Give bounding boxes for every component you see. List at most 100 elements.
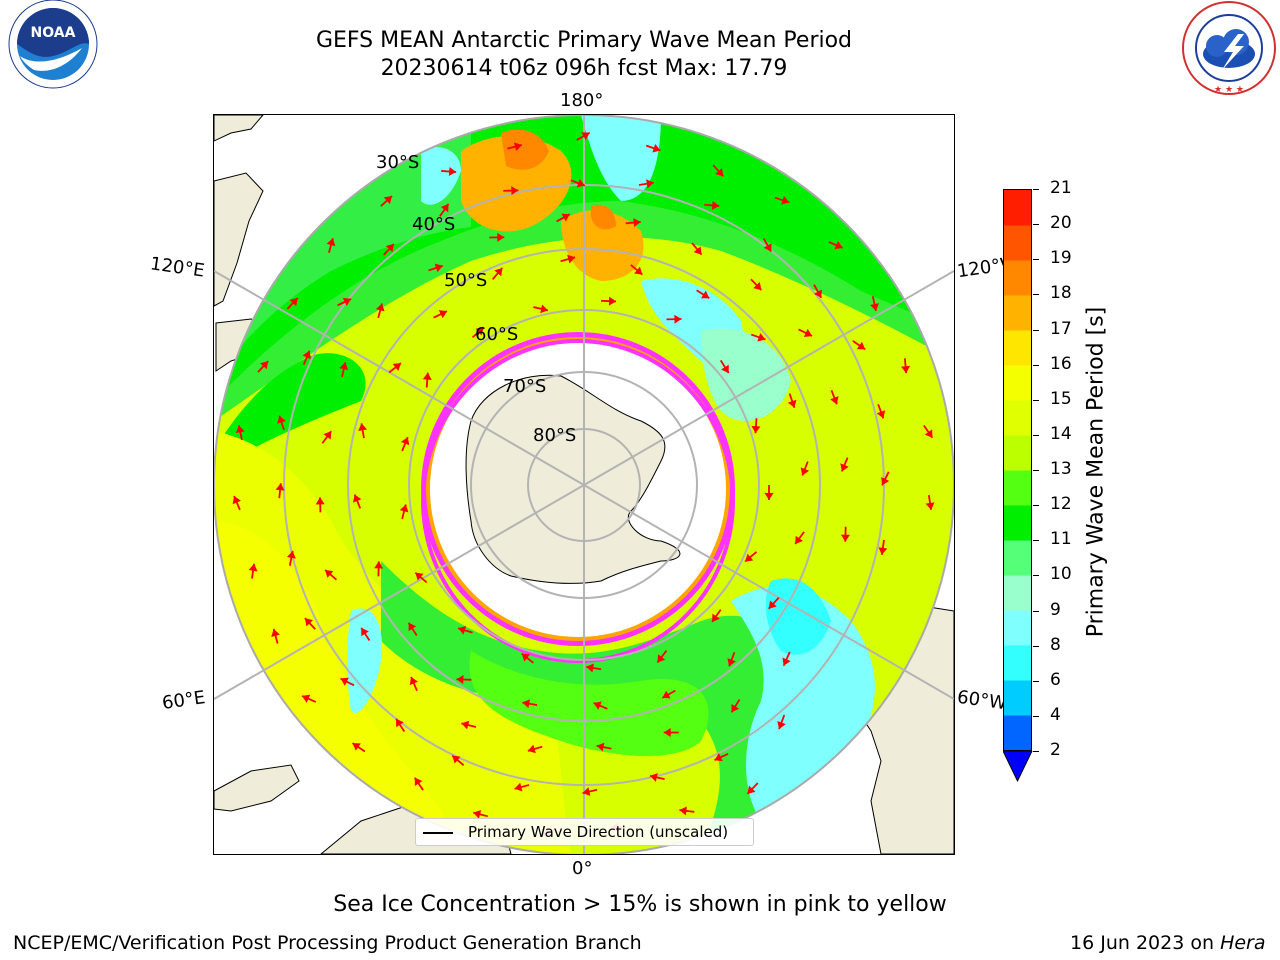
credit-text: NCEP/EMC/Verification Post Processing Pr… (13, 932, 642, 954)
colorbar-tick (1033, 399, 1039, 401)
lon-label-0: 0° (572, 858, 593, 879)
wave-arrow-head (712, 613, 720, 622)
wave-arrow-head (414, 777, 423, 786)
wave-arrow-head (521, 653, 530, 662)
wave-arrow-head (763, 243, 772, 252)
colorbar-tick (1033, 751, 1039, 752)
colorbar-tick (1033, 434, 1039, 436)
colorbar-tick-label: 18 (1050, 283, 1072, 304)
date-text: 16 Jun 2023 on (1070, 932, 1215, 954)
legend-label: Primary Wave Direction (unscaled) (468, 823, 729, 841)
wave-arrow-head (497, 232, 505, 242)
colorbar-tick (1033, 505, 1039, 507)
wave-arrow-head (663, 728, 671, 738)
wave-arrow-head (438, 310, 448, 319)
wave-arrow-head (747, 785, 756, 794)
lon-label-120e: 120°E (148, 253, 206, 282)
colorbar-tick-label: 19 (1050, 248, 1072, 269)
wave-arrow-head (473, 809, 482, 819)
colorbar-tick-label: 4 (1050, 704, 1061, 725)
colorbar-tick-label: 11 (1050, 529, 1072, 550)
colorbar-swatch (1004, 435, 1031, 471)
wave-arrow-head (727, 658, 736, 667)
wave-arrow-head (448, 167, 457, 177)
colorbar-tick-label: 17 (1050, 318, 1072, 339)
wave-arrow-head (901, 365, 911, 374)
wave-arrow-head (422, 372, 432, 380)
wave-arrow-head (652, 143, 661, 153)
wave-arrow-head (608, 296, 617, 306)
colorbar-swatch (1004, 610, 1031, 646)
colorbar (1003, 189, 1032, 751)
map-legend: Primary Wave Direction (unscaled) (415, 818, 754, 846)
wave-arrow-head (924, 429, 933, 438)
lat-label-50s: 50°S (444, 270, 488, 291)
wave-arrow-head (385, 243, 394, 253)
colorbar-tick-label: 16 (1050, 353, 1072, 374)
wave-arrow-head (679, 806, 687, 816)
wave-arrow-head (286, 550, 296, 559)
colorbar-swatch (1004, 365, 1031, 401)
wave-arrow-head (352, 743, 361, 751)
lon-label-60w: 60°W (955, 686, 1008, 715)
lat-label-60s: 60°S (475, 324, 519, 345)
wave-arrow-head (339, 362, 349, 371)
sea-ice-note: Sea Ice Concentration > 15% is shown in … (333, 892, 947, 917)
colorbar-swatch (1004, 260, 1031, 296)
wave-arrow-head (235, 425, 245, 434)
wave-arrow-head (662, 690, 671, 699)
lon-label-180: 180° (560, 90, 604, 111)
wave-arrow-head (764, 493, 774, 500)
colorbar-tick-label: 15 (1050, 388, 1072, 409)
wave-arrow-head (693, 246, 702, 255)
wave-arrow-head (813, 289, 822, 298)
lon-label-60e: 60°E (160, 687, 207, 714)
wave-arrow-head (881, 477, 890, 486)
colorbar-swatch (1004, 505, 1031, 541)
wave-arrow-head (803, 328, 813, 337)
wave-arrow-head (271, 629, 280, 637)
wave-arrow-head (634, 266, 643, 275)
colorbar-swatch (1004, 295, 1031, 331)
colorbar-tick-label: 13 (1050, 459, 1072, 479)
wave-arrow-head (289, 297, 298, 307)
colorbar-tick (1033, 610, 1039, 612)
wave-arrow-head (514, 782, 523, 792)
wave-arrow-head (452, 755, 461, 764)
polar-map (214, 115, 954, 854)
wave-arrow-head (834, 241, 843, 250)
wave-arrow-head (494, 267, 503, 277)
wave-arrow-head (596, 742, 605, 752)
nws-logo: ★ ★ ★ (1178, 0, 1280, 100)
wave-arrow-head (876, 410, 886, 419)
wave-arrow-head (633, 218, 641, 228)
wave-arrow-head (657, 654, 666, 663)
colorbar-underflow-triangle (1003, 751, 1033, 783)
wave-arrow-head (576, 178, 585, 188)
wave-arrow-head (561, 213, 570, 222)
wave-arrow-head (870, 303, 879, 311)
svg-text:NOAA: NOAA (31, 25, 76, 41)
wave-arrow-head (511, 186, 519, 196)
wave-arrow-head (711, 200, 720, 210)
wave-arrow-head (856, 341, 866, 350)
wave-arrow-head (674, 314, 682, 324)
wave-arrow-head (415, 572, 424, 581)
wave-arrow-head (567, 254, 576, 264)
wave-arrow-head (753, 281, 762, 291)
colorbar-swatch (1004, 540, 1031, 576)
colorbar-swatch (1004, 575, 1031, 611)
wave-arrow-head (399, 504, 409, 513)
wave-arrow-head (325, 569, 334, 578)
lat-label-70s: 70°S (503, 376, 547, 397)
wave-arrow-head (593, 701, 602, 710)
wave-arrow-head (323, 431, 332, 440)
colorbar-tick-label: 20 (1050, 213, 1072, 234)
wave-arrow-head (581, 132, 590, 141)
wave-arrow-head (375, 303, 385, 312)
wave-arrow-head (461, 720, 470, 730)
wave-arrow-head (840, 463, 849, 472)
colorbar-swatch (1004, 190, 1031, 226)
wave-arrow-head (782, 657, 791, 666)
wave-arrow-head (302, 350, 311, 359)
